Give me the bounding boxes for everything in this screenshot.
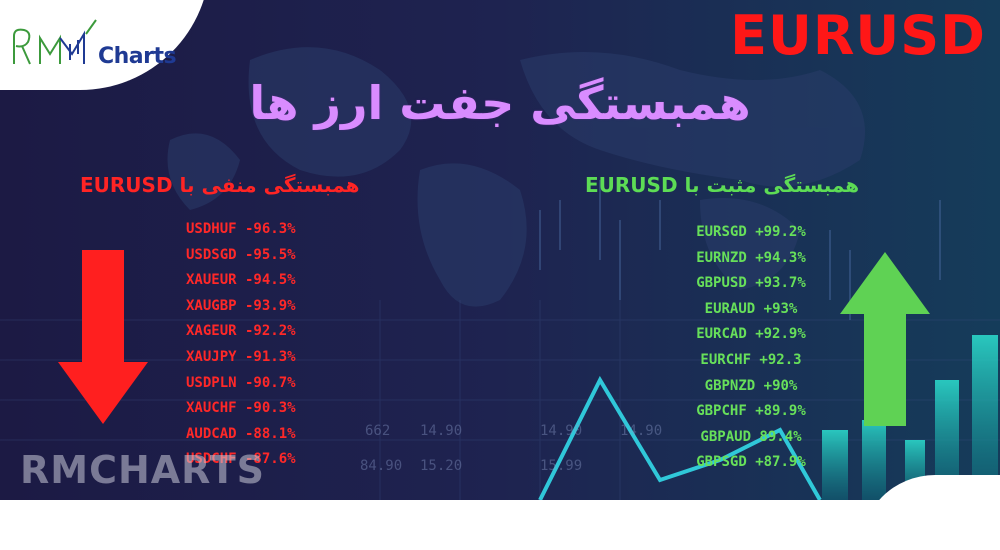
list-item: GBPSGD +87.9% [696, 454, 806, 471]
list-item: XAUEUR -94.5% [186, 272, 296, 289]
background-number: 14.90 [620, 423, 662, 439]
list-item: XAUCHF -90.3% [186, 400, 296, 417]
page-title: همبستگی جفت ارز ها [249, 76, 751, 130]
list-item: EURNZD +94.3% [696, 249, 806, 266]
brand-logo: Charts [8, 14, 178, 74]
background-number: 14.90 [420, 423, 462, 439]
arrow-up-icon [840, 252, 930, 426]
list-item: USDSGD -95.5% [186, 246, 296, 263]
symbol-title: EURUSD [730, 4, 986, 67]
list-item: GBPNZD +90% [704, 377, 798, 394]
negative-correlation-list: USDHUF -96.3% USDSGD -95.5% XAUEUR -94.5… [186, 221, 336, 477]
list-item: XAUJPY -91.3% [186, 348, 296, 365]
background-number: 15.20 [420, 458, 462, 474]
arrow-down-icon [58, 250, 148, 424]
list-item: GBPAUD 89.4% [700, 428, 802, 445]
list-item: XAUGBP -93.9% [186, 297, 296, 314]
background-number: 15.99 [540, 458, 582, 474]
list-item: USDHUF -96.3% [186, 221, 296, 237]
list-item: EURSGD +99.2% [696, 224, 806, 240]
watermark: RMCHARTS [20, 448, 266, 492]
positive-correlation-list: EURSGD +99.2% EURNZD +94.3% GBPUSD +93.7… [676, 224, 826, 480]
background-number: 84.90 [360, 458, 402, 474]
positive-heading: همبستگی مثبت با EURUSD [585, 173, 860, 197]
list-item: XAGEUR -92.2% [186, 323, 296, 340]
negative-heading: همبستگی منفی با EURUSD [80, 173, 360, 197]
list-item: EURAUD +93% [704, 300, 798, 317]
list-item: USDPLN -90.7% [186, 374, 296, 391]
logo-text: Charts [98, 44, 177, 69]
logo-mark-icon [13, 19, 97, 65]
list-item: AUDCAD -88.1% [186, 425, 296, 442]
background-map-chart: 662 14.90 14.90 14.90 84.90 15.20 15.99 [0, 0, 1000, 500]
list-item: EURCHF +92.3 [700, 351, 802, 368]
list-item: GBPUSD +93.7% [696, 275, 806, 292]
list-item: EURCAD +92.9% [696, 326, 806, 343]
list-item: USDCHF -87.6% [186, 451, 296, 468]
list-item: GBPCHF +89.9% [696, 403, 806, 420]
background-number: 14.90 [540, 423, 582, 439]
background-number: 662 [365, 423, 390, 439]
